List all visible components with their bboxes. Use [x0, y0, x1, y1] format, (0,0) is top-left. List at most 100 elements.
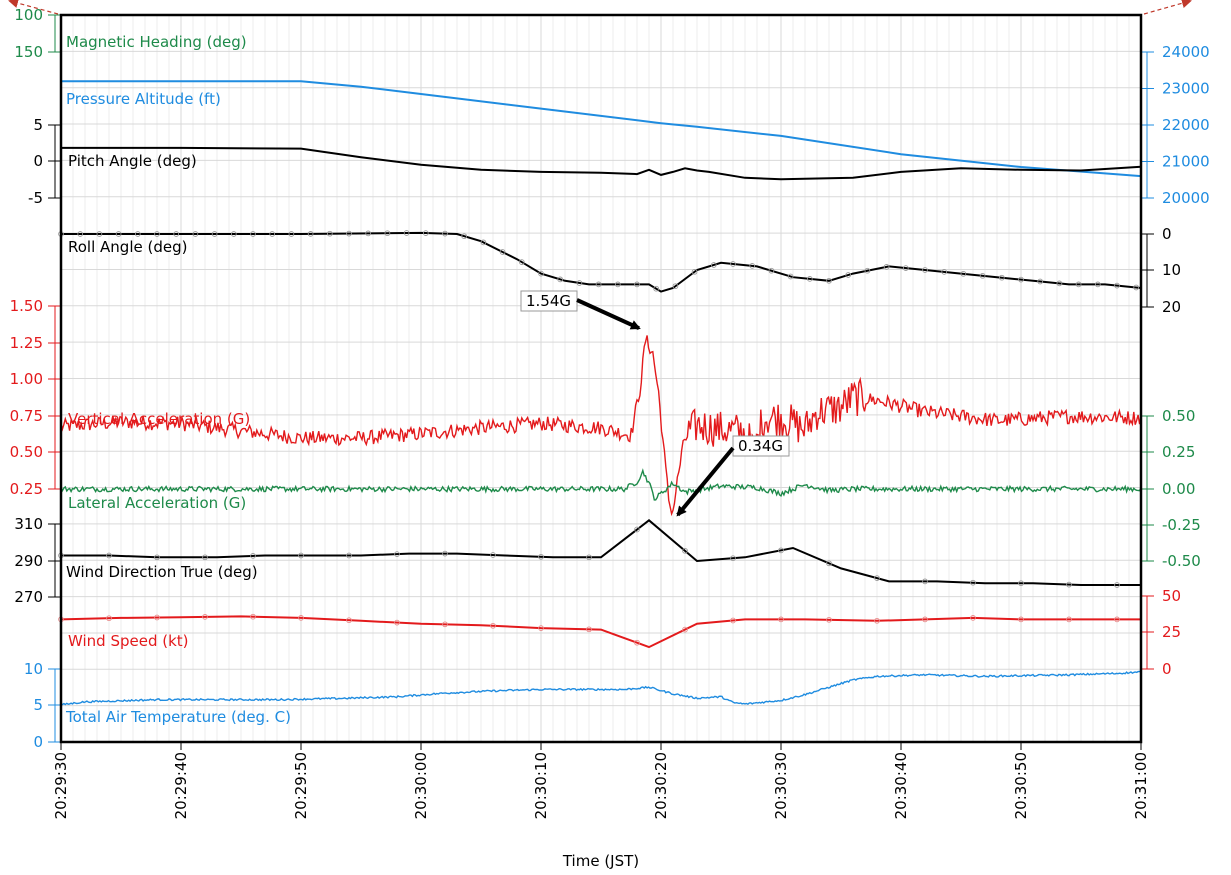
corner-arrow-right [1143, 0, 1192, 15]
series-marker-wind-direction-true-deg [490, 552, 496, 558]
series-marker-wind-speed-kt [1114, 616, 1120, 623]
series-marker-roll-angle-deg [979, 272, 986, 279]
annotation-1-54g: 1.54G [520, 290, 641, 330]
x-tick-label: 20:29:50 [292, 752, 310, 819]
series-marker-roll-angle-deg [730, 261, 736, 267]
series-marker-wind-direction-true-deg [106, 552, 112, 559]
annotation-box [732, 435, 790, 457]
y-tick-right: 0.00 [1162, 480, 1195, 498]
series-label-lateral-acceleration-g: Lateral Acceleration (G) [68, 494, 246, 512]
y-tick-right: 20000 [1162, 189, 1210, 207]
series-marker-wind-direction-true-deg [826, 560, 832, 567]
series-marker-wind-speed-kt [1018, 616, 1024, 623]
series-marker-roll-angle-deg [538, 270, 544, 277]
series-marker-wind-direction-true-deg [298, 552, 304, 559]
series-marker-roll-angle-deg [192, 231, 199, 237]
y-tick-left: 100 [14, 6, 43, 24]
x-tick-label: 20:30:10 [532, 752, 550, 819]
series-marker-roll-angle-deg [1037, 278, 1044, 285]
y-tick-right: 0 [1162, 225, 1172, 243]
corner-arrow-left [8, 0, 59, 15]
series-marker-wind-direction-true-deg [1018, 580, 1024, 587]
series-marker-wind-speed-kt [634, 639, 640, 646]
x-tick-label: 20:29:30 [52, 752, 70, 819]
series-marker-roll-angle-deg [864, 267, 871, 274]
series-marker-wind-speed-kt [394, 619, 400, 626]
y-tick-left: 5 [33, 116, 43, 134]
series-marker-roll-angle-deg [1133, 284, 1140, 291]
y-tick-left: 310 [14, 515, 43, 533]
series-layer [58, 80, 1142, 706]
series-marker-wind-direction-true-deg [634, 526, 640, 533]
x-tick-label: 20:30:50 [1012, 752, 1030, 819]
series-line-vertical-acceleration-g [60, 335, 1142, 517]
series-label-pitch-angle-deg: Pitch Angle (deg) [68, 152, 197, 170]
series-marker-wind-speed-kt [250, 613, 256, 620]
annotation-text: 0.34G [738, 437, 783, 455]
series-marker-wind-direction-true-deg [778, 547, 784, 554]
series-marker-roll-angle-deg [576, 280, 583, 286]
series-marker-roll-angle-deg [960, 270, 967, 277]
series-marker-roll-angle-deg [480, 239, 487, 246]
x-tick-label: 20:30:40 [892, 752, 910, 819]
series-marker-wind-speed-kt [778, 616, 784, 623]
series-marker-roll-angle-deg [845, 272, 852, 278]
plot-frame [59, 13, 1143, 744]
series-marker-roll-angle-deg [461, 233, 468, 240]
y-tick-left: 0.75 [10, 407, 43, 425]
series-marker-roll-angle-deg [96, 231, 103, 237]
series-marker-wind-speed-kt [826, 616, 832, 623]
series-marker-wind-direction-true-deg [586, 554, 592, 561]
series-marker-roll-angle-deg [653, 285, 660, 292]
series-marker-wind-speed-kt [490, 622, 496, 629]
series-marker-wind-speed-kt [730, 617, 736, 624]
series-marker-wind-speed-kt [106, 615, 112, 622]
y-tick-left: 1.25 [10, 334, 43, 352]
series-marker-wind-direction-true-deg [874, 575, 880, 581]
series-marker-wind-speed-kt [154, 614, 160, 621]
series-marker-roll-angle-deg [499, 249, 506, 255]
series-marker-wind-direction-true-deg [250, 553, 256, 559]
series-marker-roll-angle-deg [230, 231, 237, 237]
series-marker-roll-angle-deg [269, 231, 276, 237]
series-label-roll-angle-deg: Roll Angle (deg) [68, 238, 187, 256]
y-tick-left: 0 [33, 733, 43, 751]
series-marker-wind-speed-kt [538, 625, 544, 631]
series-marker-roll-angle-deg [77, 231, 84, 237]
annotation-arrow [576, 298, 641, 330]
series-marker-roll-angle-deg [902, 265, 909, 271]
series-marker-roll-angle-deg [250, 231, 256, 237]
x-tick-label: 20:29:40 [172, 752, 190, 819]
y-tick-right: 10 [1162, 261, 1181, 279]
annotation-text: 1.54G [526, 292, 571, 310]
series-marker-roll-angle-deg [403, 230, 410, 236]
series-marker-wind-speed-kt [586, 626, 592, 633]
series-marker-wind-direction-true-deg [682, 547, 688, 554]
series-marker-roll-angle-deg [941, 269, 948, 275]
series-marker-wind-speed-kt [346, 617, 352, 624]
series-marker-wind-direction-true-deg [394, 551, 400, 557]
series-marker-roll-angle-deg [173, 231, 180, 237]
series-marker-roll-angle-deg [922, 267, 928, 273]
series-marker-roll-angle-deg [787, 273, 794, 280]
series-label-wind-direction-true-deg: Wind Direction True (deg) [66, 563, 258, 581]
y-tick-right: 20 [1162, 298, 1181, 316]
series-marker-roll-angle-deg [211, 231, 218, 237]
y-tick-left: 290 [14, 552, 43, 570]
series-label-pressure-altitude-ft: Pressure Altitude (ft) [66, 90, 221, 108]
series-marker-wind-direction-true-deg [154, 554, 160, 561]
y-tick-right: -0.50 [1162, 552, 1201, 570]
series-marker-wind-direction-true-deg [538, 553, 544, 560]
y-tick-left: 10 [24, 660, 43, 678]
series-marker-roll-angle-deg [134, 231, 141, 237]
series-marker-wind-speed-kt [682, 626, 688, 633]
series-marker-roll-angle-deg [518, 259, 525, 265]
series-marker-wind-speed-kt [970, 615, 976, 621]
y-tick-left: 0 [33, 152, 43, 170]
x-tick-label: 20:30:00 [412, 752, 430, 819]
x-tick-label: 20:30:30 [772, 752, 790, 819]
y-tick-left: 1.50 [10, 297, 43, 315]
